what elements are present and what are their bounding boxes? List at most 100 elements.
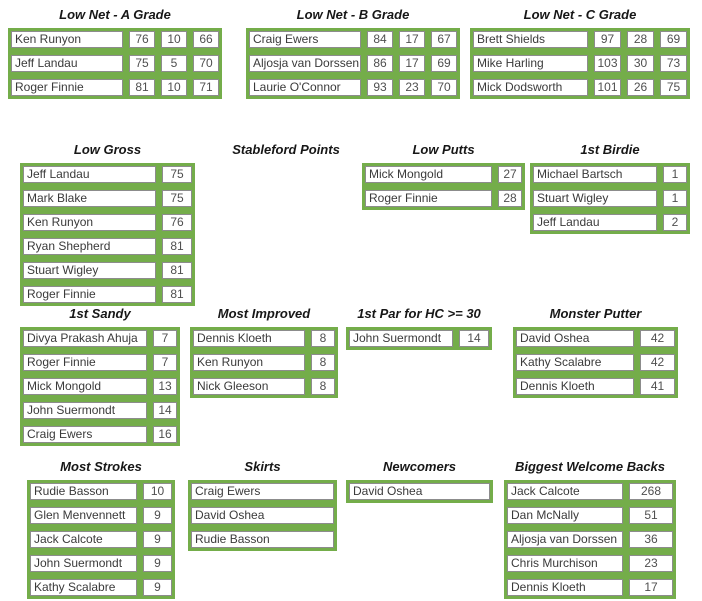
player-name-cell: Jeff Landau	[533, 214, 657, 231]
result-row: David Oshea 42	[516, 330, 675, 347]
score-cell: 8	[311, 330, 335, 347]
results-table: Michael Bartsch 1 Stuart Wigley 1 Jeff Landa…	[530, 163, 690, 234]
section-title: Low Gross	[73, 142, 142, 157]
score-cell: 69	[431, 55, 457, 72]
player-name-cell: Ken Runyon	[11, 31, 123, 48]
player-name-cell: Chris Murchison	[507, 555, 623, 572]
score-cell: 86	[367, 55, 393, 72]
score-cell: 14	[153, 402, 177, 419]
player-name-cell: Roger Finnie	[365, 190, 492, 207]
result-row: John Suermondt 9	[30, 555, 172, 572]
result-row: Dennis Kloeth 17	[507, 579, 673, 596]
score-cell: 10	[161, 31, 187, 48]
player-name-cell: John Suermondt	[349, 330, 453, 347]
section-low-net-c-grade: Low Net - C Grade Brett Shields 97 28 69 Mik…	[470, 7, 690, 99]
score-cell: 81	[162, 262, 192, 279]
score-cell: 5	[161, 55, 187, 72]
result-row: Dennis Kloeth 8	[193, 330, 335, 347]
section-most-improved: Most Improved Dennis Kloeth 8 Ken Runyon 8 N…	[190, 306, 338, 398]
player-name-cell: John Suermondt	[30, 555, 137, 572]
player-name-cell: Craig Ewers	[249, 31, 361, 48]
player-name-cell: Stuart Wigley	[533, 190, 657, 207]
score-cell: 36	[629, 531, 673, 548]
result-row: Kathy Scalabre 9	[30, 579, 172, 596]
result-row: Mark Blake 75	[23, 190, 192, 207]
section-title: Low Putts	[412, 142, 475, 157]
section-title: Biggest Welcome Backs	[514, 459, 666, 474]
player-name-cell: John Suermondt	[23, 402, 147, 419]
player-name-cell: Roger Finnie	[11, 79, 123, 96]
section-title: Newcomers	[383, 459, 456, 474]
result-row: Michael Bartsch 1	[533, 166, 687, 183]
player-name-cell: David Oshea	[191, 507, 334, 524]
results-table: Divya Prakash Ahuja 7 Roger Finnie 7 Mick Mo…	[20, 327, 180, 446]
section-title: Skirts	[244, 459, 281, 474]
section-monster-putter: Monster Putter David Oshea 42 Kathy Scalab…	[513, 306, 678, 398]
result-row: Aljosja van Dorssen 86 17 69	[249, 55, 457, 72]
score-cell: 9	[143, 507, 172, 524]
score-cell: 268	[629, 483, 673, 500]
score-cell: 75	[162, 166, 192, 183]
section-title: Low Net - A Grade	[59, 7, 171, 22]
score-cell: 66	[193, 31, 219, 48]
score-cell: 76	[129, 31, 155, 48]
section-title: Most Improved	[217, 306, 311, 321]
section-low-gross: Low Gross Jeff Landau 75 Mark Blake 75 Ken R…	[20, 142, 195, 306]
score-cell: 9	[143, 531, 172, 548]
player-name-cell: Ryan Shepherd	[23, 238, 156, 255]
score-cell: 17	[399, 55, 425, 72]
score-cell: 30	[627, 55, 654, 72]
result-row: Glen Menvennett 9	[30, 507, 172, 524]
section-1st-par-for-hc-30: 1st Par for HC >= 30 John Suermondt 14	[346, 306, 492, 350]
result-row: Jack Calcote 268	[507, 483, 673, 500]
score-cell: 14	[459, 330, 489, 347]
score-cell: 27	[498, 166, 522, 183]
score-cell: 71	[193, 79, 219, 96]
score-cell: 9	[143, 579, 172, 596]
score-cell: 73	[660, 55, 687, 72]
player-name-cell: Rudie Basson	[30, 483, 137, 500]
score-cell: 42	[640, 354, 675, 371]
score-cell: 10	[161, 79, 187, 96]
player-name-cell: Michael Bartsch	[533, 166, 657, 183]
score-cell: 1	[663, 190, 687, 207]
section-skirts: Skirts Craig Ewers David Oshea Rudie Basso…	[188, 459, 337, 551]
section-newcomers: Newcomers David Oshea	[346, 459, 493, 503]
section-biggest-welcome-backs: Biggest Welcome Backs Jack Calcote 268 Dan…	[504, 459, 676, 599]
section-title: Monster Putter	[549, 306, 642, 321]
result-row: Ryan Shepherd 81	[23, 238, 192, 255]
player-name-cell: Dennis Kloeth	[516, 378, 634, 395]
section-1st-sandy: 1st Sandy Divya Prakash Ahuja 7 Roger Finn…	[20, 306, 180, 446]
result-row: Mick Mongold 13	[23, 378, 177, 395]
section-title: 1st Sandy	[69, 306, 131, 321]
score-cell: 70	[431, 79, 457, 96]
result-row: David Oshea	[349, 483, 490, 500]
player-name-cell: Mike Harling	[473, 55, 588, 72]
score-cell: 103	[594, 55, 621, 72]
results-table: Dennis Kloeth 8 Ken Runyon 8 Nick Gleeson 8	[190, 327, 338, 398]
score-cell: 51	[629, 507, 673, 524]
player-name-cell: Roger Finnie	[23, 286, 156, 303]
result-row: Stuart Wigley 1	[533, 190, 687, 207]
score-cell: 84	[367, 31, 393, 48]
section-stableford-points: Stableford Points	[216, 142, 356, 163]
score-cell: 10	[143, 483, 172, 500]
player-name-cell: Kathy Scalabre	[30, 579, 137, 596]
result-row: Nick Gleeson 8	[193, 378, 335, 395]
score-cell: 69	[660, 31, 687, 48]
section-title: 1st Birdie	[580, 142, 640, 157]
result-row: Aljosja van Dorssen 36	[507, 531, 673, 548]
player-name-cell: Craig Ewers	[191, 483, 334, 500]
section-title: Low Net - B Grade	[296, 7, 410, 22]
score-cell: 70	[193, 55, 219, 72]
score-cell: 7	[153, 354, 177, 371]
player-name-cell: Jack Calcote	[30, 531, 137, 548]
score-cell: 28	[627, 31, 654, 48]
result-row: Roger Finnie 7	[23, 354, 177, 371]
result-row: Kathy Scalabre 42	[516, 354, 675, 371]
player-name-cell: Kathy Scalabre	[516, 354, 634, 371]
result-row: Dan McNally 51	[507, 507, 673, 524]
result-row: John Suermondt 14	[349, 330, 489, 347]
score-cell: 93	[367, 79, 393, 96]
result-row: Jack Calcote 9	[30, 531, 172, 548]
